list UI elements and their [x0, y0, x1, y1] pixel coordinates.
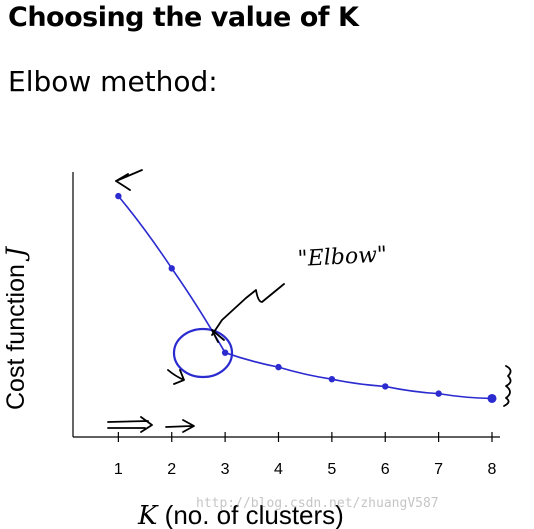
data-point-k5: [328, 375, 336, 383]
y-axis-label: Cost function J: [1, 245, 30, 410]
data-point-k3: [221, 349, 229, 356]
handwritten-annotations: [107, 169, 512, 433]
squiggle-icon: [503, 365, 512, 407]
x-tick-label-2: 2: [167, 461, 176, 478]
elbow-label: "Elbow": [297, 242, 388, 272]
x-tick-label-6: 6: [381, 461, 390, 478]
arrow-right-2-icon: [165, 419, 195, 433]
data-point-k2: [168, 265, 175, 272]
arrow-right-1-icon: [107, 416, 153, 433]
data-point-k1: [115, 192, 122, 200]
y-axis-label-text: Cost function: [2, 257, 30, 410]
data-point-k4: [275, 363, 282, 371]
x-tick-label-3: 3: [221, 461, 230, 478]
data-points: [115, 192, 497, 403]
x-ticks: [117, 432, 493, 442]
elbow-pointer-scribble: [211, 283, 285, 336]
x-tick-label-7: 7: [434, 461, 443, 478]
x-tick-label-1: 1: [114, 461, 123, 478]
series-line-cost: [117, 195, 493, 400]
data-point-k7: [435, 390, 442, 397]
arrow-bottom-icon: [167, 369, 185, 385]
watermark: http://blog.csdn.net/zhuangV587: [196, 496, 439, 511]
x-tick-label-5: 5: [327, 461, 336, 478]
y-axis-label-var: J: [1, 245, 30, 262]
x-axis-label: K (no. of clusters): [137, 500, 344, 529]
x-tick-label-4: 4: [274, 461, 283, 478]
arrow-to-elbow-icon: [211, 329, 225, 343]
arrow-left-icon: [115, 169, 143, 191]
x-axis-label-var: K: [137, 501, 159, 529]
data-point-k8: [487, 393, 497, 403]
page-subtitle: Elbow method:: [8, 65, 218, 98]
x-tick-label-8: 8: [488, 461, 497, 478]
page-title: Choosing the value of K: [8, 2, 359, 33]
elbow-circle: [172, 327, 234, 379]
x-tick-labels: 1 2 3 4 5 6 7 8: [114, 461, 497, 478]
x-axis-label-text: (no. of clusters): [157, 500, 343, 529]
data-point-k6: [382, 383, 389, 390]
